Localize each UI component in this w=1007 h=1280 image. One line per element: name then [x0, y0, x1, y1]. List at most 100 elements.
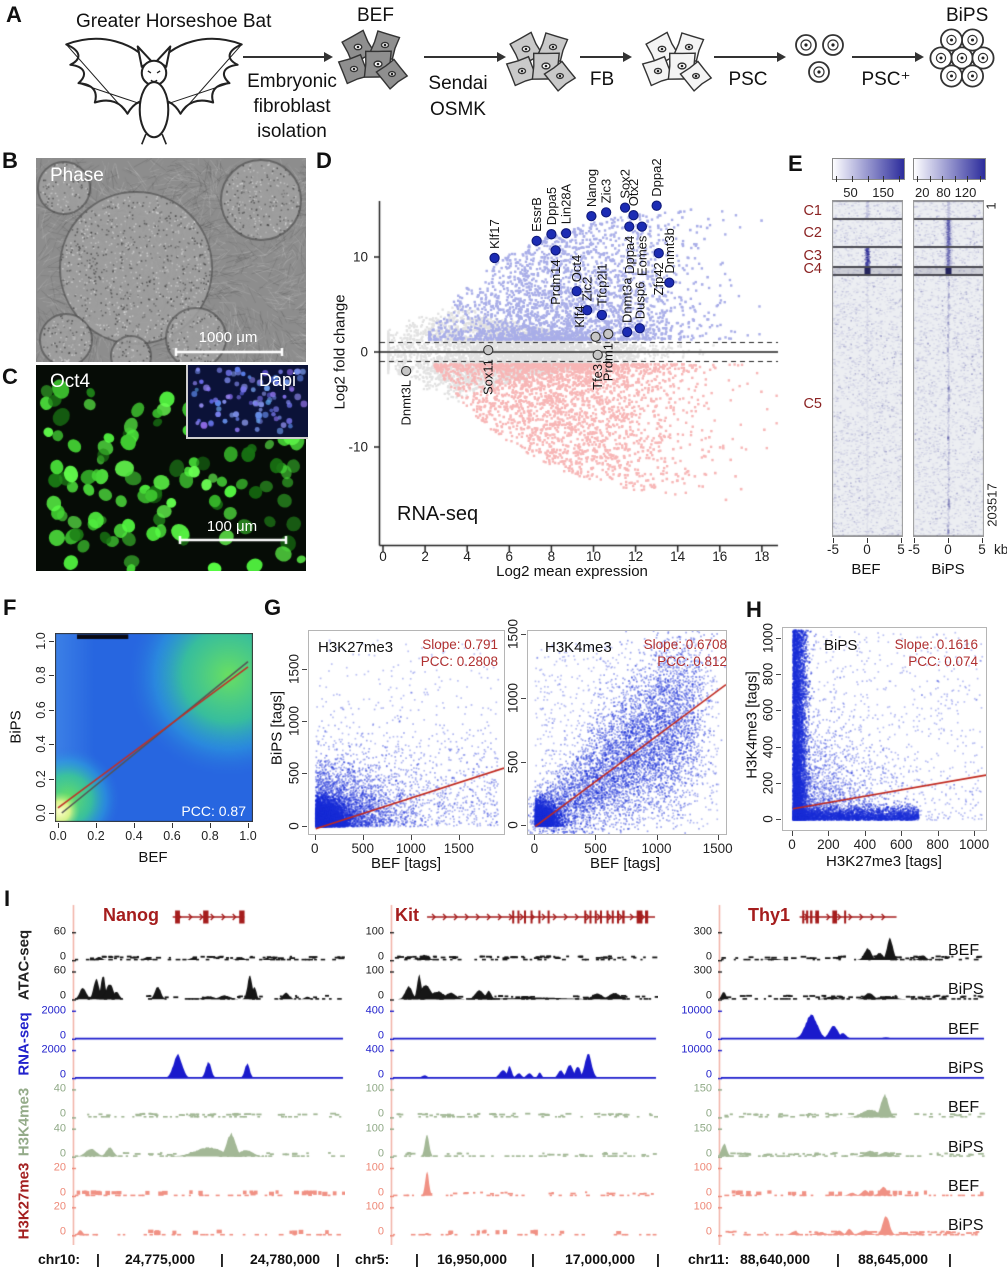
- scale-thy1-t2-zero: 0: [705, 1029, 712, 1042]
- panel-b-label: B: [2, 148, 18, 173]
- colorbar-label-50: 50: [843, 185, 858, 200]
- coord-kit-2: 16,950,000: [436, 1251, 508, 1267]
- scale-thy1-t6-max: 100: [693, 1161, 712, 1174]
- d-xtick-18: 18: [754, 549, 770, 564]
- G2-ytick-500: 500: [505, 750, 521, 773]
- d-xtick-16: 16: [712, 549, 728, 564]
- d-ytick--10: -10: [348, 439, 368, 455]
- gene-label-lin28a: Lin28A: [559, 183, 574, 224]
- phase-tag: Phase: [50, 165, 104, 186]
- step2-line2: OSMK: [430, 99, 486, 120]
- gene-name-nanog: Nanog: [103, 905, 159, 925]
- scale-kit-t7-max: 100: [365, 1200, 384, 1213]
- scalebar-b-text: 1000 μm: [198, 329, 258, 346]
- f-ytick-0.2: 0.2: [33, 769, 48, 788]
- d-xtick-12: 12: [628, 549, 644, 564]
- stage-bips-label: BiPS: [946, 5, 989, 26]
- gene-label-dppa5: Dppa5: [544, 187, 559, 225]
- e-xtick: [914, 538, 915, 543]
- coord-nanog-0: chr10:: [38, 1251, 81, 1267]
- h-xaxis-label: H3K27me3 [tags]: [826, 853, 942, 870]
- colorbar-tick: [942, 176, 944, 182]
- bat-illustration: [65, 37, 243, 145]
- G1-ytick-1000: 1000: [286, 706, 302, 737]
- xtick: [828, 831, 830, 836]
- psc-precursor-cells-icon: [641, 31, 713, 92]
- gene-dot-klf4: [590, 331, 601, 342]
- cell-nucleolus: [524, 47, 528, 51]
- G2-xtick-1500: 1500: [702, 841, 733, 856]
- gene-label-otx2: Otx2: [626, 179, 641, 206]
- H-ytick-800: 800: [760, 662, 776, 686]
- d-xtick-6: 6: [505, 549, 514, 564]
- colorbar-label-80: 80: [936, 185, 951, 200]
- scale-nanog-t7-max: 20: [53, 1200, 66, 1213]
- xtick: [717, 835, 719, 840]
- coord-nanog-2: 24,775,000: [124, 1251, 196, 1267]
- H-ytick-400: 400: [760, 735, 776, 758]
- step3-label: FB: [589, 69, 615, 90]
- track-sample-label-2: BEF: [948, 1020, 980, 1038]
- gene-dot-zic3: [600, 207, 612, 218]
- gene-label-tfcp2l1: Tfcp2l1: [594, 263, 609, 306]
- gene-label-sox11: Sox11: [481, 359, 496, 395]
- e-xtick-bips--5: -5: [907, 542, 921, 557]
- gene-dot-dnmt3b: [664, 277, 675, 288]
- coord-thy1-2: |: [836, 1251, 840, 1267]
- cell-nucleolus: [376, 62, 380, 66]
- scale-nanog-t0-zero: 0: [59, 950, 66, 963]
- gene-dot-zfp42: [653, 248, 664, 259]
- colorbar-tick: [851, 176, 853, 182]
- scale-kit-t0-zero: 0: [377, 950, 384, 963]
- f-ytick-0.8: 0.8: [33, 666, 48, 685]
- psc-cells-icon: [795, 34, 844, 83]
- scale-thy1-t4-zero: 0: [705, 1107, 712, 1120]
- track-sample-label-3: BiPS: [948, 1059, 984, 1077]
- gene-dot-klf17: [489, 252, 500, 264]
- panel-a-title: Greater Horseshoe Bat: [76, 11, 272, 32]
- G2-xtick-1000: 1000: [641, 841, 672, 856]
- cell-nucleolus: [680, 64, 684, 68]
- scale-nanog-t6-zero: 0: [59, 1186, 66, 1199]
- gene-label-dppa4: Dppa4: [622, 236, 637, 274]
- cell-nucleolus: [520, 69, 524, 73]
- psc-cell-dot: [831, 43, 835, 47]
- stage-bef-label: BEF: [357, 5, 394, 26]
- f-xtick-0.2: 0.2: [87, 829, 105, 843]
- gene-dot-essrb: [531, 235, 542, 246]
- gene-dot-dppa5: [546, 229, 557, 240]
- scale-kit-t1-zero: 0: [377, 989, 384, 1002]
- rnaseq-title: RNA-seq: [397, 503, 479, 525]
- density-scatter-canvas: [55, 633, 253, 822]
- track-sample-label-0: BEF: [948, 942, 980, 959]
- f-xtick: [58, 823, 59, 828]
- scale-nanog-t2-max: 2000: [41, 1004, 66, 1017]
- assay-label-h3k4me3: H3K4me3: [15, 1087, 33, 1157]
- ytick: [521, 697, 526, 699]
- panel-a-label: A: [6, 2, 22, 27]
- cluster-label-c4: C4: [803, 260, 822, 277]
- ytick: [302, 773, 307, 775]
- scale-nanog-t1-max: 60: [53, 964, 66, 977]
- panel-i-label: I: [4, 886, 11, 911]
- coord-nanog-4: 24,780,000: [249, 1251, 321, 1267]
- g2-xaxis-label: BEF [tags]: [589, 855, 661, 872]
- d-xtick-0: 0: [379, 549, 387, 564]
- f-ytick: [49, 709, 54, 711]
- colorbar-label-150: 150: [872, 185, 894, 200]
- cell-nucleolus: [694, 74, 698, 78]
- panel-f-label: F: [3, 595, 17, 620]
- tracks-nanog: [72, 900, 345, 1245]
- gene-dot-tfcp2l1: [596, 309, 608, 321]
- f-xtick-0.8: 0.8: [201, 829, 219, 843]
- scale-thy1-t2-max: 10000: [681, 1004, 712, 1017]
- xtick: [656, 835, 658, 840]
- coord-nanog-3: |: [220, 1251, 224, 1267]
- colorbar-tick: [917, 176, 918, 182]
- d-yaxis-label: Log2 fold change: [331, 294, 349, 410]
- scale-kit-t1-max: 100: [365, 964, 384, 977]
- colorbar-tick: [836, 176, 837, 182]
- cell-nucleolus: [660, 47, 664, 51]
- f-xtick: [172, 823, 173, 828]
- xtick: [864, 831, 866, 836]
